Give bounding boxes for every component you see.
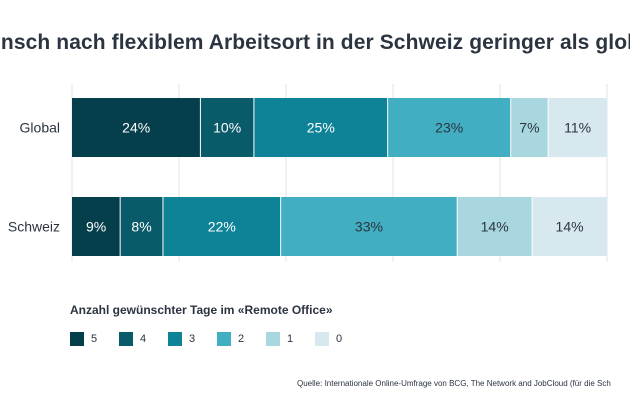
legend-swatch: [315, 332, 329, 346]
legend-label: 3: [189, 333, 196, 345]
bar-segment: [457, 197, 533, 256]
data-label: 23%: [435, 120, 463, 136]
legend-swatch: [70, 332, 84, 346]
legend-label: 1: [287, 333, 294, 345]
category-label: Global: [20, 120, 60, 136]
bar-segment: [510, 98, 549, 157]
legend-title: Anzahl gewünschter Tage im «Remote Offic…: [70, 303, 333, 317]
legend-swatch: [266, 332, 280, 346]
legend-label: 0: [336, 333, 343, 345]
stacked-bar-chart: 24% 10% 25% 23% 7% 11% Global 9% 8% 22% 33% 14% 14% S…: [8, 84, 608, 262]
bar-segment: [162, 197, 281, 256]
data-label: 8%: [131, 219, 151, 235]
legend-item: 4: [119, 332, 146, 346]
data-label: 33%: [355, 219, 383, 235]
source-note: Quelle: Internationale Online-Umfrage vo…: [297, 379, 611, 388]
bar-segment: [72, 197, 121, 256]
data-label: 11%: [564, 120, 591, 136]
legend-item: 0: [315, 332, 342, 346]
legend-swatch: [168, 332, 182, 346]
data-label: 24%: [122, 120, 150, 136]
legend-item: 3: [168, 332, 195, 346]
legend-swatch: [119, 332, 133, 346]
chart-title: unsch nach flexiblem Arbeitsort in der S…: [0, 31, 630, 54]
data-label: 25%: [307, 120, 335, 136]
bar-segment: [532, 197, 607, 256]
legend-label: 2: [238, 333, 245, 345]
bar-segment: [387, 98, 511, 157]
legend-label: 5: [91, 333, 98, 345]
data-label: 7%: [519, 120, 539, 136]
legend-item: 2: [217, 332, 244, 346]
bar-segment: [200, 98, 254, 157]
data-label: 22%: [208, 219, 236, 235]
bar-segment: [548, 98, 607, 157]
bar-segment: [120, 197, 163, 256]
legend-item: 5: [70, 332, 97, 346]
legend-swatch: [217, 332, 231, 346]
data-label: 10%: [213, 120, 241, 136]
bar-segment: [72, 98, 201, 157]
legend-item: 1: [266, 332, 293, 346]
data-label: 9%: [86, 219, 106, 235]
data-label: 14%: [481, 219, 509, 235]
bar-segment: [280, 197, 458, 256]
data-label: 14%: [556, 219, 584, 235]
category-label: Schweiz: [8, 219, 60, 235]
bar-segment: [253, 98, 388, 157]
legend-label: 4: [140, 333, 147, 345]
